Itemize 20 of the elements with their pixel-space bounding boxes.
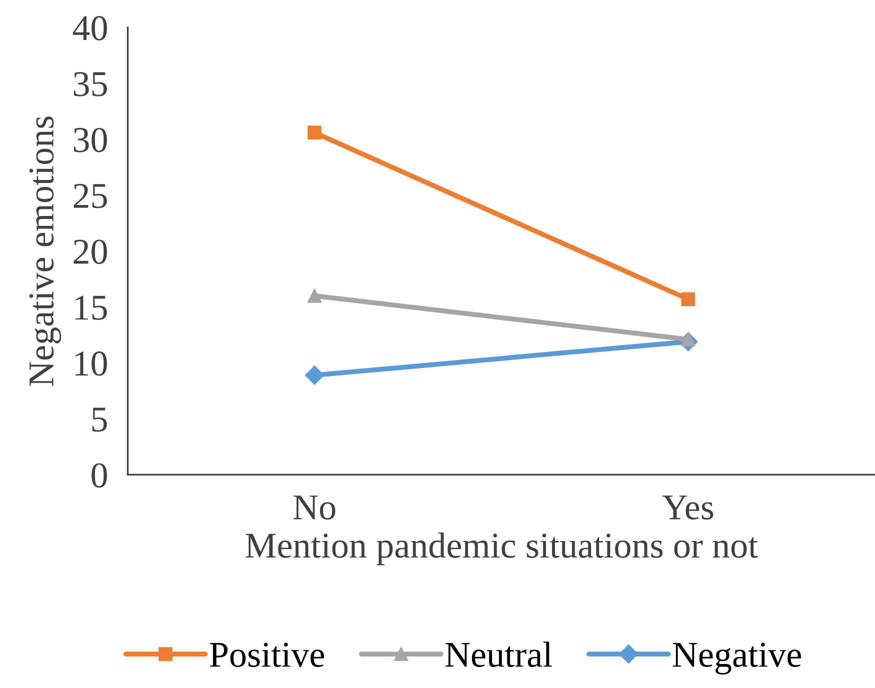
point — [308, 288, 322, 303]
y-tick-label: 15 — [75, 296, 107, 320]
point — [681, 292, 696, 306]
y-tick-label: 35 — [74, 72, 107, 96]
legend-label: Negative — [672, 642, 801, 674]
legend-label: Neutral — [445, 642, 552, 668]
y-tick-label: 20 — [74, 240, 107, 264]
x-axis-title: Mention pandemic situations or not — [246, 532, 758, 566]
point — [305, 366, 324, 385]
y-tick-label: 30 — [74, 128, 107, 152]
legend-label: Positive — [210, 642, 324, 668]
y-tick-label: 10 — [75, 351, 107, 376]
x-tick-label: No — [294, 496, 336, 520]
y-tick-label: 5 — [92, 408, 107, 432]
y-tick-label: 0 — [92, 463, 107, 488]
x-tick-label: Yes — [662, 496, 714, 520]
y-tick-label: 40 — [72, 16, 107, 40]
point — [308, 126, 322, 140]
y-tick-label: 25 — [74, 184, 107, 208]
y-axis-title: Negative emotions — [29, 116, 62, 386]
